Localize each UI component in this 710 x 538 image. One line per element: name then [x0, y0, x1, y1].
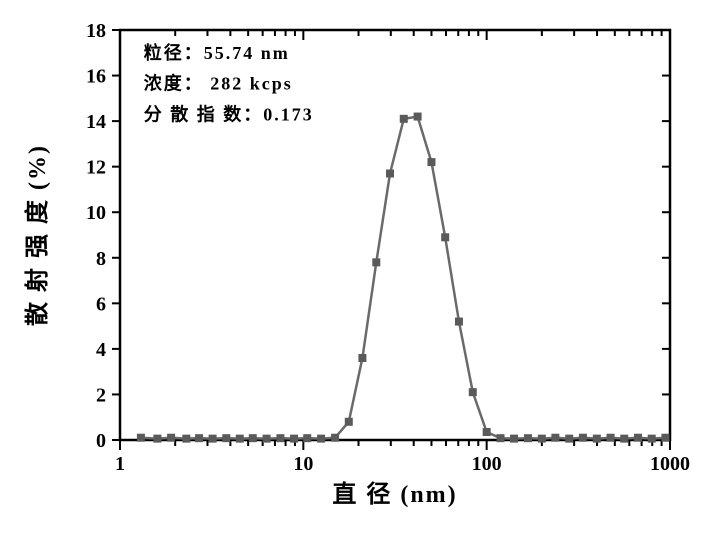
- svg-text:直 径 (nm): 直 径 (nm): [332, 481, 457, 508]
- svg-text:10: 10: [86, 202, 106, 224]
- svg-text:10: 10: [293, 453, 313, 475]
- dls-chart: 0 2 4 6 8 10 12 14 16 18 1 10 100 1000 散 射 强 度 (%) 直 径 …: [0, 0, 710, 538]
- svg-text:2: 2: [96, 384, 106, 406]
- svg-text:8: 8: [96, 248, 106, 270]
- svg-text:浓度： 282 kcps: 浓度： 282 kcps: [144, 73, 293, 94]
- svg-text:分 散 指 数：0.173: 分 散 指 数：0.173: [144, 103, 314, 124]
- svg-text:12: 12: [86, 157, 106, 179]
- svg-text:14: 14: [86, 111, 106, 133]
- svg-text:1: 1: [115, 453, 125, 475]
- chart-container: 0 2 4 6 8 10 12 14 16 18 1 10 100 1000 散 射 强 度 (%) 直 径 …: [0, 0, 710, 538]
- svg-text:100: 100: [472, 453, 502, 475]
- svg-text:18: 18: [86, 20, 106, 42]
- svg-text:16: 16: [86, 66, 106, 88]
- svg-text:1000: 1000: [650, 453, 690, 475]
- svg-text:6: 6: [96, 293, 106, 315]
- svg-text:粒径：55.74 nm: 粒径：55.74 nm: [144, 42, 290, 63]
- svg-text:散 射 强 度 (%): 散 射 强 度 (%): [23, 144, 51, 326]
- svg-text:0: 0: [96, 430, 106, 452]
- svg-text:4: 4: [96, 339, 106, 361]
